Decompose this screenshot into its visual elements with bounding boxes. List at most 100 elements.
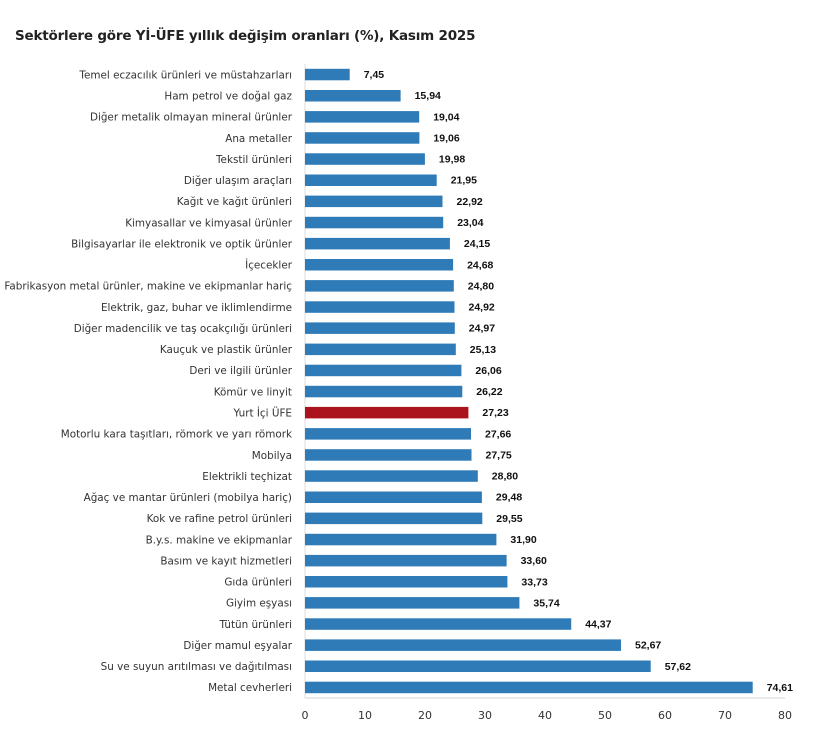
value-label: 19,98 (439, 154, 465, 166)
bar (305, 512, 483, 525)
category-label: Tekstil ürünleri (215, 154, 292, 166)
x-tick-label: 0 (302, 709, 309, 722)
bar (305, 554, 507, 567)
bar (305, 597, 520, 609)
bar (305, 470, 478, 482)
bar (305, 68, 350, 81)
bar (305, 491, 482, 503)
category-label: İçecekler (245, 259, 293, 272)
category-label: Yurt İçi ÜFE (232, 407, 292, 420)
value-label: 29,48 (496, 492, 522, 504)
bar (305, 174, 437, 186)
x-tick-label: 60 (658, 709, 672, 722)
value-label: 27,66 (485, 428, 511, 440)
value-label: 27,23 (482, 407, 508, 419)
bar (305, 90, 401, 102)
category-label: Tütün ürünleri (218, 619, 292, 631)
category-label: Kimyasallar ve kimyasal ürünler (125, 217, 293, 229)
bar (305, 533, 497, 546)
value-label: 26,06 (475, 365, 501, 377)
bar (305, 364, 462, 377)
value-label: 27,75 (486, 450, 512, 462)
value-label: 22,92 (457, 196, 483, 208)
bar (305, 280, 454, 292)
category-label: Temel eczacılık ürünleri ve müstahzarlar… (78, 69, 292, 81)
value-label: 33,73 (521, 576, 547, 588)
value-label: 19,06 (433, 133, 459, 145)
category-label: Mobilya (252, 450, 292, 462)
bar (305, 153, 425, 165)
category-label: Diğer madencilik ve taş ocakçılığı ürünl… (74, 323, 292, 335)
category-label: Elektrik, gaz, buhar ve iklimlendirme (101, 302, 292, 314)
bar (305, 618, 572, 630)
category-label: Su ve suyun arıtılması ve dağıtılması (101, 661, 292, 673)
value-label: 26,22 (476, 386, 502, 398)
value-label: 15,94 (415, 90, 441, 102)
bar (305, 639, 621, 651)
bars (305, 68, 753, 694)
value-label: 29,55 (496, 513, 522, 525)
bar (305, 111, 420, 123)
category-label: B.y.s. makine ve ekipmanlar (146, 534, 293, 546)
bar (305, 322, 455, 334)
category-label: Kağıt ve kağıt ürünleri (177, 196, 292, 208)
category-label: Motorlu kara taşıtları, römork ve yarı r… (61, 429, 292, 441)
category-label: Ham petrol ve doğal gaz (164, 91, 292, 103)
category-label: Gıda ürünleri (224, 577, 292, 589)
category-label: Elektrikli teçhizat (202, 471, 292, 483)
value-label: 25,13 (470, 344, 496, 356)
bar (305, 428, 471, 440)
bar (305, 195, 443, 208)
category-label: Diğer mamul eşyalar (183, 640, 292, 652)
x-tick-label: 80 (778, 709, 792, 722)
value-label: 24,68 (467, 259, 493, 271)
category-label: Kömür ve linyit (214, 386, 292, 398)
bar (305, 343, 456, 356)
x-tick-label: 50 (598, 709, 612, 722)
x-tick-label: 30 (478, 709, 492, 722)
category-labels: Temel eczacılık ürünleri ve müstahzarlar… (4, 69, 292, 694)
value-label: 44,37 (585, 619, 611, 631)
bar (305, 406, 469, 419)
category-label: Diğer metalik olmayan mineral ürünler (90, 112, 293, 124)
bar (305, 132, 420, 144)
category-label: Giyim eşyası (226, 598, 292, 610)
value-label: 24,80 (468, 280, 494, 292)
value-label: 35,74 (533, 597, 559, 609)
category-label: Bilgisayarlar ile elektronik ve optik ür… (71, 238, 293, 250)
category-label: Ana metaller (225, 133, 292, 145)
chart-title: Sektörlere göre Yİ-ÜFE yıllık değişim or… (15, 28, 476, 44)
value-label: 28,80 (492, 471, 518, 483)
value-labels: 7,45 15,94 19,04 19,06 19,98 21,95 22,92 23,04 2… (364, 69, 793, 694)
category-label: Basım ve kayıt hizmetleri (160, 555, 292, 567)
x-tick-label: 40 (538, 709, 552, 722)
bar (305, 301, 455, 313)
x-axis-ticks: 0 10 20 30 40 50 60 70 80 (302, 709, 793, 722)
x-tick-label: 10 (358, 709, 372, 722)
value-label: 24,92 (469, 302, 495, 314)
value-label: 31,90 (510, 534, 536, 546)
bar (305, 216, 444, 229)
axes (304, 64, 785, 699)
value-label: 33,60 (521, 555, 547, 567)
value-label: 24,97 (469, 323, 495, 335)
bar (305, 385, 463, 398)
bar (305, 576, 508, 588)
category-label: Ağaç ve mantar ürünleri (mobilya hariç) (84, 492, 292, 504)
category-label: Diğer ulaşım araçları (184, 175, 292, 187)
category-label: Kok ve rafine petrol ürünleri (147, 513, 292, 525)
value-label: 19,04 (433, 111, 459, 123)
x-tick-label: 20 (418, 709, 432, 722)
value-label: 52,67 (635, 640, 661, 652)
category-label: Fabrikasyon metal ürünler, makine ve eki… (4, 281, 292, 293)
bar (305, 660, 651, 672)
bar (305, 681, 753, 694)
bar (305, 237, 450, 250)
value-label: 23,04 (457, 217, 483, 229)
value-label: 24,15 (464, 238, 490, 250)
category-label: Kauçuk ve plastik ürünler (160, 344, 293, 356)
value-label: 7,45 (364, 69, 385, 81)
category-label: Metal cevherleri (208, 682, 292, 694)
value-label: 21,95 (451, 175, 477, 187)
